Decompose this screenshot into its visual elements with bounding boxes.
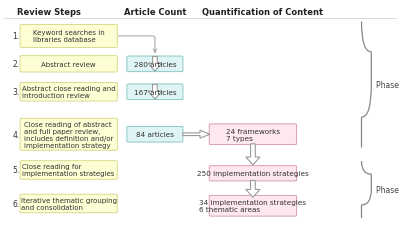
Text: 84 articles: 84 articles bbox=[136, 132, 174, 138]
Text: Close reading for
implementation strategies: Close reading for implementation strateg… bbox=[22, 164, 115, 177]
Text: Abstract review: Abstract review bbox=[41, 62, 96, 68]
FancyBboxPatch shape bbox=[209, 166, 297, 181]
Text: 6.: 6. bbox=[13, 199, 20, 208]
FancyBboxPatch shape bbox=[20, 119, 117, 151]
Text: Article Count: Article Count bbox=[124, 8, 186, 17]
FancyBboxPatch shape bbox=[127, 127, 183, 142]
Text: Iterative thematic grouping
and consolidation: Iterative thematic grouping and consolid… bbox=[21, 197, 117, 210]
FancyBboxPatch shape bbox=[20, 25, 117, 48]
Text: Quantification of Content: Quantification of Content bbox=[202, 8, 323, 17]
FancyBboxPatch shape bbox=[127, 85, 183, 100]
FancyBboxPatch shape bbox=[20, 57, 117, 73]
Text: 24 frameworks
7 types: 24 frameworks 7 types bbox=[226, 128, 280, 141]
Text: 250 implementation strategies: 250 implementation strategies bbox=[197, 170, 309, 177]
Polygon shape bbox=[148, 57, 162, 72]
Text: Keyword searches in
libraries database: Keyword searches in libraries database bbox=[33, 30, 104, 43]
Polygon shape bbox=[183, 131, 210, 139]
Text: 5.: 5. bbox=[13, 166, 20, 175]
FancyBboxPatch shape bbox=[209, 124, 297, 145]
Text: 167 articles: 167 articles bbox=[134, 89, 176, 95]
Polygon shape bbox=[246, 181, 260, 197]
Text: Phase 2: Phase 2 bbox=[376, 185, 400, 194]
FancyBboxPatch shape bbox=[209, 195, 297, 216]
Text: 34 implementation strategies
6 thematic areas: 34 implementation strategies 6 thematic … bbox=[199, 199, 306, 212]
Text: 280 articles: 280 articles bbox=[134, 62, 176, 68]
FancyBboxPatch shape bbox=[127, 57, 183, 72]
Text: 3.: 3. bbox=[13, 88, 20, 97]
Polygon shape bbox=[246, 144, 260, 165]
Text: Review Steps: Review Steps bbox=[17, 8, 81, 17]
Polygon shape bbox=[148, 85, 162, 99]
Text: 2.: 2. bbox=[13, 60, 20, 69]
FancyBboxPatch shape bbox=[20, 161, 117, 180]
Text: 1.: 1. bbox=[13, 32, 20, 41]
FancyBboxPatch shape bbox=[20, 194, 117, 213]
Text: Abstract close reading and
introduction review: Abstract close reading and introduction … bbox=[22, 86, 116, 99]
Text: Phase 1: Phase 1 bbox=[376, 81, 400, 90]
Text: 4.: 4. bbox=[13, 130, 20, 139]
Text: Close reading of abstract
and full paper review,
includes definition and/or
impl: Close reading of abstract and full paper… bbox=[24, 121, 113, 148]
FancyBboxPatch shape bbox=[20, 83, 117, 102]
